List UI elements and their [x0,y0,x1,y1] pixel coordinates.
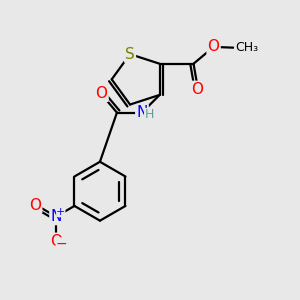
Text: O: O [191,82,203,97]
Text: +: + [56,207,65,217]
Text: H: H [145,109,154,122]
Text: N: N [136,105,148,120]
Text: O: O [29,198,41,213]
Text: −: − [56,237,67,251]
Text: O: O [208,39,220,54]
Text: O: O [95,86,107,101]
Text: N: N [50,209,62,224]
Text: CH₃: CH₃ [235,41,258,54]
Text: O: O [50,234,62,249]
Text: S: S [125,46,135,62]
